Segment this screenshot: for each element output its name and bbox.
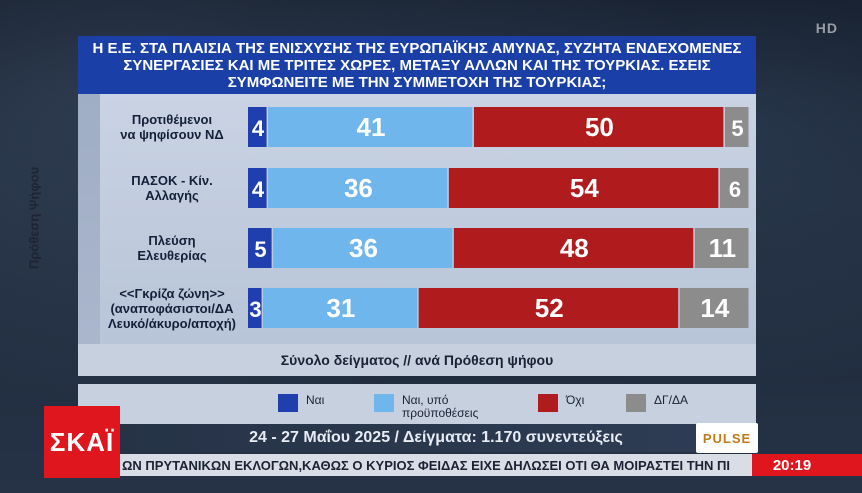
news-ticker-text: ΩΝ ΠΡΥΤΑΝΙΚΩΝ ΕΚΛΟΓΩΝ,ΚΑΘΩΣ Ο ΚΥΡΙΟΣ ΦΕΙ… <box>122 457 731 473</box>
data-label-plefsi-yes: 5 <box>254 237 266 262</box>
ticker-tail <box>832 454 862 476</box>
sample-caption: Σύνολο δείγματος // ανά Πρόθεση ψήφου <box>280 352 554 368</box>
category-label-line: Αλλαγής <box>145 188 199 203</box>
legend-item-dk: ΔΓ/ΔΑ <box>626 394 688 412</box>
bar-plefsi-dk <box>694 228 749 268</box>
bar-plefsi-yes-conditional <box>273 228 453 268</box>
bar-plefsi-no <box>453 228 694 268</box>
category-label-line: Προτιθέμενοι <box>131 112 213 127</box>
legend: Ναι Ναι, υπό προϋποθέσεις Όχι ΔΓ/ΔΑ <box>78 384 756 424</box>
legend-label-yes-conditional: Ναι, υπό προϋποθέσεις <box>402 393 479 420</box>
clock-time: 20:19 <box>772 456 812 474</box>
pollster-logo-text: PULSE <box>702 430 752 446</box>
bar-grey-zone-yes-conditional <box>263 288 418 328</box>
legend-swatch-yes <box>278 394 298 412</box>
channel-logo: ΣΚΑΪ <box>44 406 120 478</box>
data-label-grey-zone-yes-conditional: 31 <box>326 293 355 323</box>
category-label-line: Πλεύση <box>148 233 196 248</box>
bar-nd-no <box>473 107 724 147</box>
legend-label-yes: Ναι <box>306 393 325 407</box>
category-label-pasok: ΠΑΣΟΚ - Κίν. Αλλαγής <box>104 173 240 203</box>
date-bar: 24 - 27 Μαΐου 2025 / Δείγματα: 1.170 συν… <box>120 424 752 452</box>
bar-grey-zone-dk <box>679 288 749 328</box>
bar-nd-dk <box>724 107 749 147</box>
data-label-plefsi-dk: 11 <box>709 233 737 263</box>
legend-swatch-yes-conditional <box>374 394 394 412</box>
data-label-pasok-yes: 4 <box>252 177 265 202</box>
data-label-grey-zone-no: 52 <box>535 293 564 323</box>
data-label-plefsi-no: 48 <box>560 233 589 263</box>
data-label-grey-zone-yes: 3 <box>249 297 261 322</box>
category-label-line: <<Γκρίζα ζώνη>> <box>119 285 225 301</box>
news-ticker: ΩΝ ΠΡΥΤΑΝΙΚΩΝ ΕΚΛΟΓΩΝ,ΚΑΘΩΣ Ο ΚΥΡΙΟΣ ΦΕΙ… <box>120 454 752 476</box>
category-label-line: (αναποφάσιστοι/ΔΑ <box>110 300 234 316</box>
data-label-pasok-yes-conditional: 36 <box>344 173 373 203</box>
category-label-grey-zone: <<Γκρίζα ζώνη>> (αναποφάσιστοι/ΔΑ Λευκό/άκ… <box>104 286 240 331</box>
bar-pasok-yes-conditional <box>268 168 448 208</box>
pollster-logo: PULSE <box>696 423 758 453</box>
bar-pasok-no <box>448 168 719 208</box>
bar-nd-yes <box>248 107 267 147</box>
category-label-nd: Προτιθέμενοι να ψηφίσουν ΝΔ <box>104 112 240 142</box>
category-label-line: Ελευθερίας <box>137 248 207 263</box>
data-label-nd-yes: 4 <box>252 116 265 141</box>
legend-swatch-dk <box>626 394 646 412</box>
survey-date-sample: 24 - 27 Μαΐου 2025 / Δείγματα: 1.170 συν… <box>249 429 623 446</box>
category-label-line: να ψηφίσουν ΝΔ <box>120 127 224 142</box>
bar-grey-zone-yes <box>248 288 262 328</box>
category-label-line: Λευκό/άκυρο/αποχή) <box>108 315 236 331</box>
question-title-box: Η Ε.Ε. ΣΤΑ ΠΛΑΙΣΙΑ ΤΗΣ ΕΝΙΣΧΥΣΗΣ ΤΗΣ ΕΥΡ… <box>78 36 756 94</box>
data-label-nd-no: 50 <box>585 112 614 142</box>
category-label-plefsi: Πλεύση Ελευθερίας <box>104 233 240 263</box>
clock: 20:19 <box>752 454 832 476</box>
category-label-line: ΠΑΣΟΚ - Κίν. <box>131 173 213 188</box>
channel-logo-text: ΣΚΑΪ <box>49 426 115 457</box>
data-label-grey-zone-dk: 14 <box>700 293 729 323</box>
bar-grey-zone-no <box>418 288 679 328</box>
legend-item-no: Όχι <box>538 394 584 412</box>
data-label-pasok-no: 54 <box>570 173 599 203</box>
bar-nd-yes-conditional <box>268 107 473 147</box>
sample-caption-box: Σύνολο δείγματος // ανά Πρόθεση ψήφου <box>78 344 756 376</box>
data-label-plefsi-yes-conditional: 36 <box>349 233 378 263</box>
hd-badge: HD <box>815 20 838 36</box>
legend-label-no: Όχι <box>566 393 585 407</box>
bar-pasok-yes <box>248 168 267 208</box>
question-title: Η Ε.Ε. ΣΤΑ ΠΛΑΙΣΙΑ ΤΗΣ ΕΝΙΣΧΥΣΗΣ ΤΗΣ ΕΥΡ… <box>92 39 742 91</box>
chart-panel-side <box>78 94 100 344</box>
data-label-nd-dk: 5 <box>731 116 743 141</box>
bar-plefsi-yes <box>248 228 272 268</box>
legend-label-dk: ΔΓ/ΔΑ <box>654 393 688 407</box>
data-label-pasok-dk: 6 <box>729 177 741 202</box>
legend-item-yes-conditional: Ναι, υπό προϋποθέσεις <box>374 394 492 420</box>
bar-pasok-dk <box>719 168 749 208</box>
legend-swatch-no <box>538 394 558 412</box>
legend-item-yes: Ναι <box>278 394 324 412</box>
data-label-nd-yes-conditional: 41 <box>357 112 386 142</box>
